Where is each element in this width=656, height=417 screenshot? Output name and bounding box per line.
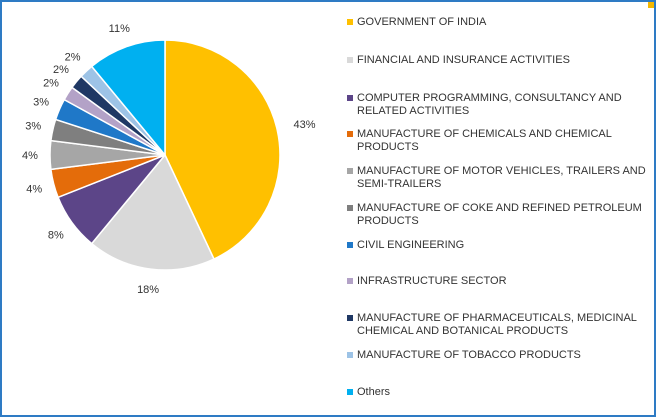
legend-item-5: MANUFACTURE OF COKE AND REFINED PETROLEU…: [347, 202, 652, 227]
legend-swatch-7: [347, 278, 353, 284]
legend-item-9: MANUFACTURE OF TOBACCO PRODUCTS: [347, 349, 652, 362]
pie-chart: 43%18%8%4%4%3%3%2%2%2%11%: [22, 23, 316, 296]
legend-label-9: MANUFACTURE OF TOBACCO PRODUCTS: [357, 349, 581, 361]
legend-item-7: INFRASTRUCTURE SECTOR: [347, 275, 652, 288]
slice-label-9: 2%: [65, 52, 81, 64]
legend-swatch-10: [347, 389, 353, 395]
slice-label-8: 2%: [53, 64, 69, 76]
legend-swatch-1: [347, 57, 353, 63]
legend-label-2: COMPUTER PROGRAMMING, CONSULTANCY AND RE…: [357, 92, 622, 117]
legend-label-7: INFRASTRUCTURE SECTOR: [357, 275, 507, 287]
pie-slice-0: [164, 39, 281, 261]
legend-swatch-3: [347, 131, 353, 137]
slice-label-0: 43%: [294, 119, 316, 131]
legend-item-8: MANUFACTURE OF PHARMACEUTICALS, MEDICINA…: [347, 312, 652, 337]
legend-swatch-2: [347, 95, 353, 101]
legend-item-1: FINANCIAL AND INSURANCE ACTIVITIES: [347, 54, 652, 67]
legend-item-6: CIVIL ENGINEERING: [347, 239, 652, 252]
legend-swatch-6: [347, 242, 353, 248]
slice-label-2: 8%: [48, 229, 64, 241]
slice-label-10: 11%: [109, 23, 130, 35]
legend-label-10: Others: [357, 386, 391, 398]
legend-swatch-0: [347, 19, 353, 25]
slice-label-3: 4%: [26, 184, 42, 196]
legend-swatch-8: [347, 315, 353, 321]
slice-label-5: 3%: [25, 121, 41, 133]
pie-slice-1: [90, 153, 215, 271]
legend-item-3: MANUFACTURE OF CHEMICALS AND CHEMICAL PR…: [347, 128, 652, 153]
legend-item-10: Others: [347, 386, 652, 399]
legend-label-6: CIVIL ENGINEERING: [357, 239, 465, 251]
legend-label-3: MANUFACTURE OF CHEMICALS AND CHEMICAL PR…: [357, 128, 612, 153]
legend-label-4: MANUFACTURE OF MOTOR VEHICLES, TRAILERS …: [357, 165, 646, 190]
legend-item-4: MANUFACTURE OF MOTOR VEHICLES, TRAILERS …: [347, 165, 652, 190]
slice-label-4: 4%: [22, 150, 38, 162]
slice-label-7: 2%: [43, 78, 59, 90]
legend-swatch-9: [347, 352, 353, 358]
pie-slice-10: [90, 39, 166, 158]
legend-swatch-4: [347, 168, 353, 174]
slice-label-1: 18%: [137, 284, 159, 296]
slice-label-6: 3%: [33, 96, 49, 108]
corner-accent: [648, 2, 654, 8]
legend-item-0: GOVERNMENT OF INDIA: [347, 16, 652, 29]
legend-label-0: GOVERNMENT OF INDIA: [357, 16, 487, 28]
legend-label-5: MANUFACTURE OF COKE AND REFINED PETROLEU…: [357, 202, 642, 227]
legend-item-2: COMPUTER PROGRAMMING, CONSULTANCY AND RE…: [347, 92, 652, 117]
legend-label-1: FINANCIAL AND INSURANCE ACTIVITIES: [357, 54, 570, 66]
legend-swatch-5: [347, 205, 353, 211]
legend-label-8: MANUFACTURE OF PHARMACEUTICALS, MEDICINA…: [357, 312, 637, 337]
